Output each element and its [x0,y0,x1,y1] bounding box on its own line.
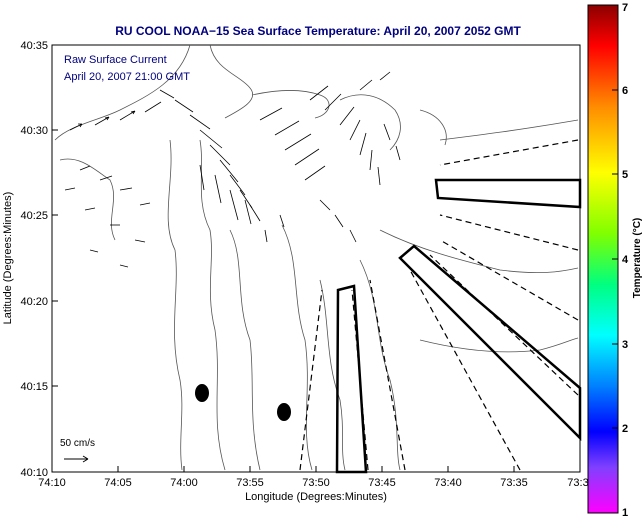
x-axis-label: Longitude (Degrees:Minutes) [245,491,387,503]
scale-arrow-icon [64,455,89,463]
marker-dot-1 [195,384,209,402]
y-tick-label: 40:20 [20,296,48,308]
x-tick-label: 73:50 [302,477,330,489]
dashed-radials [299,139,579,471]
colorbar: 7 6 5 4 3 2 1 Temperature (°C) [587,2,643,518]
y-tick-label: 40:35 [20,40,48,52]
y-axis-label: Latitude (Degrees:Minutes) [2,192,14,325]
x-tick-label: 73:55 [236,477,264,489]
x-axis: 74:10 74:05 74:00 73:55 73:50 73:45 73:4… [38,466,589,503]
colorbar-tick: 5 [622,169,628,181]
y-tick-label: 40:25 [20,210,48,222]
colorbar-label: Temperature (°C) [632,218,643,299]
x-tick-label: 73:45 [368,477,396,489]
x-tick-label: 73:40 [434,477,462,489]
y-tick-label: 40:10 [20,467,48,479]
x-tick-label: 74:00 [170,477,198,489]
map-area: Raw Surface Current April 20, 2007 21:00… [51,44,582,474]
current-vectors [64,71,401,268]
marker-dot-2 [277,403,291,421]
survey-boxes [335,178,582,474]
colorbar-tick: 3 [622,339,628,351]
legend-line-1: Raw Surface Current [64,54,167,66]
x-tick-label: 74:05 [104,477,132,489]
legend-line-2: April 20, 2007 21:00 GMT [64,71,190,83]
colorbar-tick: 6 [622,85,628,97]
colorbar-tick: 1 [622,507,628,518]
colorbar-tick: 4 [622,254,629,266]
figure-title: RU COOL NOAA−15 Sea Surface Temperature:… [115,24,521,38]
y-tick-label: 40:15 [20,381,48,393]
y-axis: 40:35 40:30 40:25 40:20 40:15 40:10 Lati… [2,40,58,479]
x-tick-label: 74:10 [38,477,66,489]
colorbar-tick: 2 [622,423,628,435]
x-tick-label: 73:3 [567,477,588,489]
colorbar-tick: 7 [622,2,628,14]
scale-arrow-label: 50 cm/s [60,438,95,449]
x-tick-label: 73:35 [500,477,528,489]
y-tick-label: 40:30 [20,125,48,137]
coastline [54,44,579,471]
